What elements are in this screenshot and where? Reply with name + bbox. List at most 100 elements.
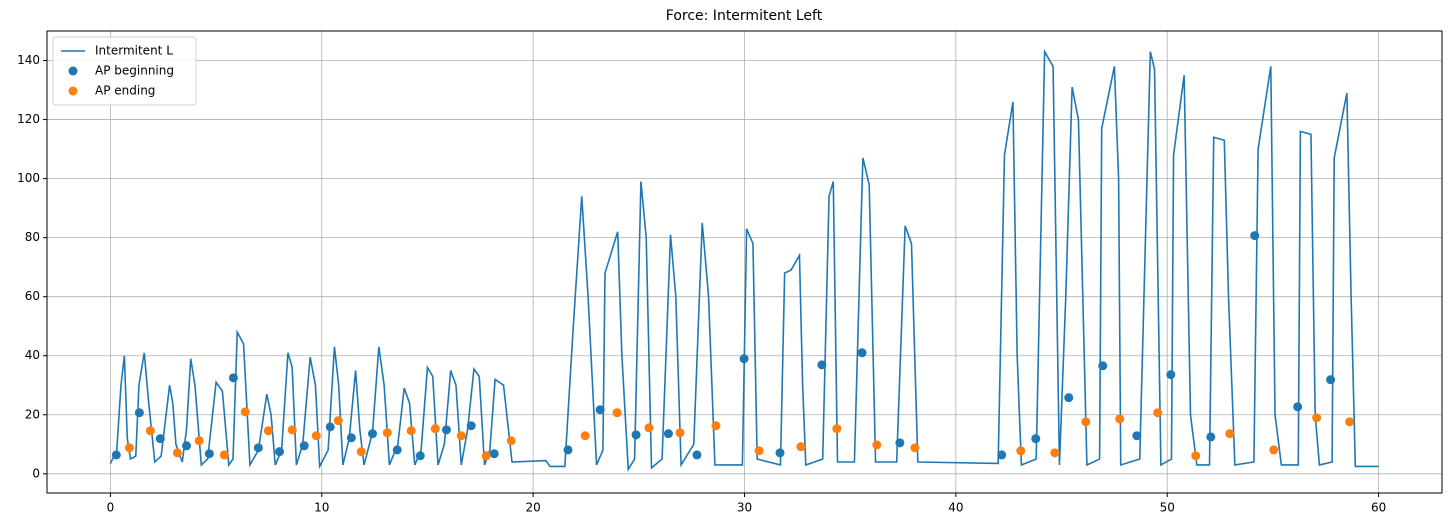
x-tick-label: 10: [314, 501, 329, 515]
legend-box: [52, 36, 197, 106]
legend-label: Intermitent L: [95, 44, 173, 58]
y-tick-label: 40: [25, 348, 40, 362]
data-point: [325, 422, 335, 432]
data-point: [895, 438, 905, 448]
data-point: [275, 447, 284, 457]
chart-title: Force: Intermitent Left: [666, 8, 823, 24]
data-point: [1225, 429, 1235, 439]
x-tick-label: 50: [1160, 501, 1175, 515]
y-tick-label: 100: [17, 171, 40, 185]
data-point: [253, 443, 263, 453]
data-point: [155, 434, 165, 444]
data-point: [456, 431, 466, 441]
data-point: [134, 408, 144, 418]
data-point: [240, 407, 250, 417]
data-point: [1081, 417, 1091, 427]
axes-frame: [46, 30, 1443, 494]
data-point: [489, 449, 499, 459]
data-point: [263, 426, 273, 436]
legend: Intermitent L AP beginning AP ending: [52, 36, 197, 106]
data-line: [109, 48, 1379, 472]
data-point: [612, 408, 622, 418]
data-point: [415, 451, 425, 461]
data-point: [368, 429, 377, 439]
data-point: [1293, 402, 1303, 412]
data-point: [739, 354, 749, 364]
data-point: [1206, 432, 1216, 442]
data-point: [466, 421, 476, 431]
y-tick-label: 140: [17, 53, 40, 67]
data-point: [333, 416, 343, 426]
data-point: [1098, 361, 1108, 371]
data-point: [1132, 431, 1142, 441]
data-point: [1031, 434, 1041, 444]
data-point: [182, 441, 191, 451]
data-point: [1250, 231, 1260, 241]
data-point: [817, 360, 827, 370]
data-point: [644, 423, 654, 433]
data-point: [219, 450, 229, 460]
x-tick-label: 60: [1371, 501, 1386, 515]
data-point: [1115, 414, 1125, 424]
data-point: [382, 428, 392, 438]
y-tick-label: 20: [25, 407, 40, 421]
data-point: [124, 443, 134, 453]
legend-marker: [68, 86, 78, 96]
data-point: [204, 449, 214, 459]
data-point: [145, 426, 155, 436]
y-tick-label: 120: [17, 112, 40, 126]
data-point: [506, 436, 516, 446]
data-point: [675, 428, 685, 438]
data-point: [194, 436, 204, 446]
data-point: [1191, 451, 1201, 461]
y-tick-label: 0: [32, 466, 40, 480]
data-point: [441, 425, 451, 435]
data-point: [311, 431, 321, 441]
data-point: [1064, 393, 1074, 403]
data-point: [1345, 417, 1355, 427]
data-point: [299, 441, 309, 451]
data-point: [910, 443, 920, 453]
data-point: [997, 450, 1007, 460]
data-point: [775, 448, 785, 458]
data-point: [692, 450, 702, 460]
y-tick-label: 60: [25, 289, 40, 303]
data-point: [595, 405, 605, 415]
data-point: [111, 450, 121, 460]
data-point: [1312, 413, 1322, 423]
data-point: [287, 425, 297, 435]
data-point: [1269, 445, 1279, 455]
y-tick-label: 80: [25, 230, 40, 244]
data-point: [872, 440, 882, 450]
data-point: [631, 430, 641, 440]
data-point: [346, 433, 356, 443]
data-point: [1166, 370, 1176, 380]
data-point: [228, 373, 238, 383]
data-point: [1050, 448, 1060, 458]
data-point: [1153, 408, 1163, 418]
data-point: [406, 426, 416, 436]
data-point: [580, 431, 590, 441]
data-point: [481, 451, 491, 461]
data-point: [1016, 446, 1026, 456]
data-point: [392, 445, 402, 455]
x-tick-label: 20: [525, 501, 540, 515]
data-point: [796, 442, 806, 452]
data-point: [663, 429, 673, 439]
legend-marker: [68, 66, 78, 76]
data-point: [1326, 375, 1336, 385]
x-tick-label: 40: [948, 501, 963, 515]
legend-label: AP beginning: [95, 64, 174, 78]
data-point: [172, 448, 182, 458]
data-point: [563, 445, 573, 455]
data-point: [356, 447, 366, 457]
x-tick-label: 30: [737, 501, 752, 515]
data-point: [430, 424, 440, 434]
x-tick-label: 0: [107, 501, 115, 515]
data-point: [754, 446, 764, 456]
legend-label: AP ending: [95, 84, 155, 98]
data-point: [832, 424, 842, 434]
data-point: [711, 421, 721, 431]
data-point: [857, 348, 867, 358]
